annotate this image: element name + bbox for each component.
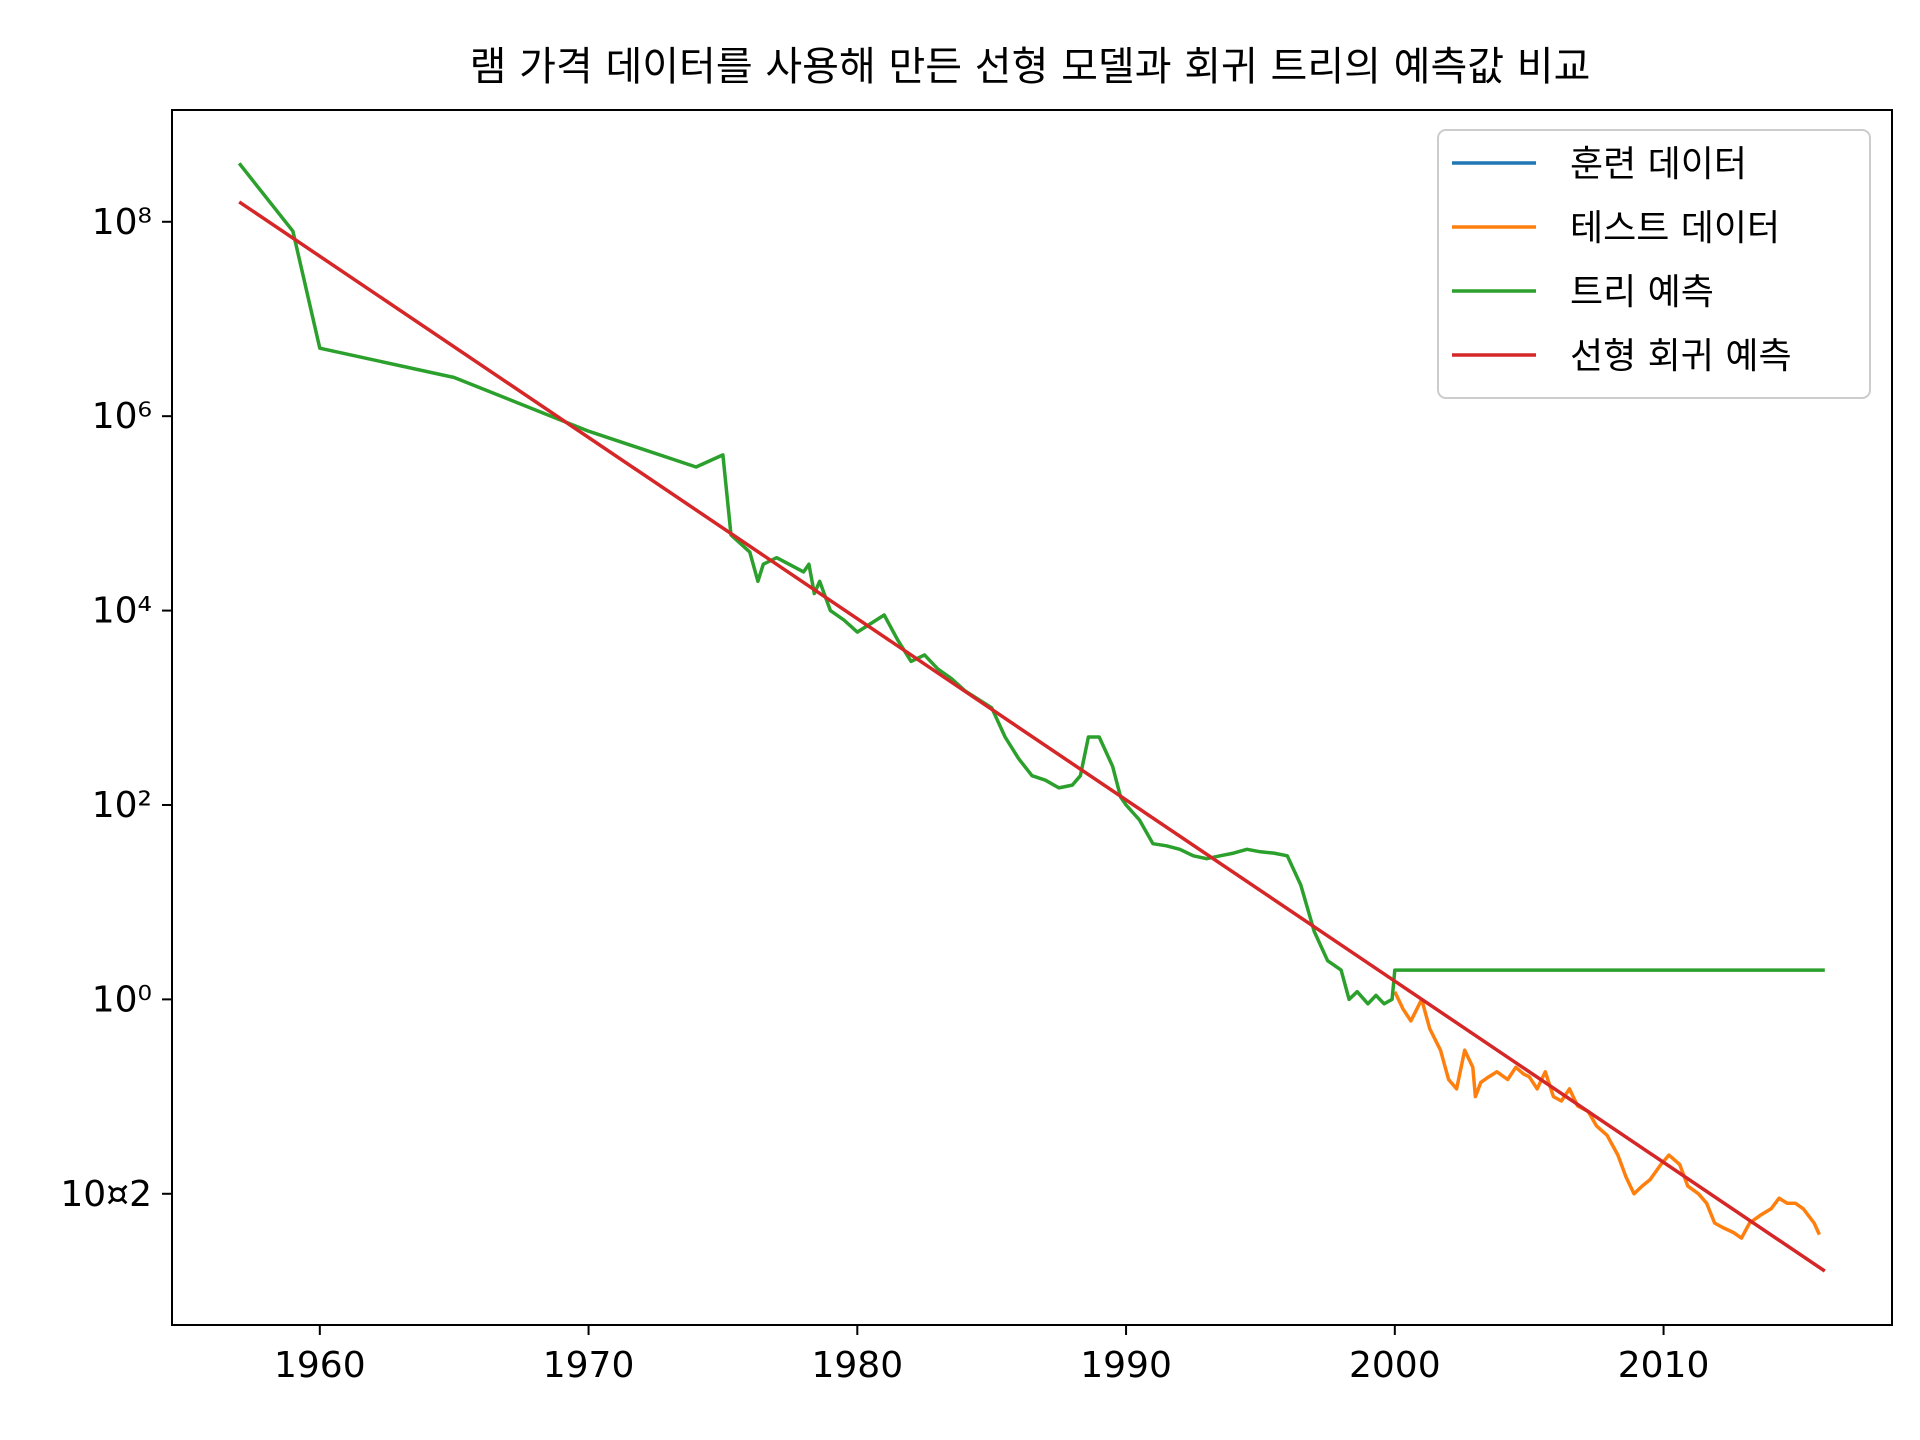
legend-label: 선형 회귀 예측: [1570, 336, 1792, 377]
legend-label: 훈련 데이터: [1570, 144, 1747, 185]
x-tick-label: 2010: [1618, 1345, 1710, 1386]
legend-box: [1437, 129, 1871, 399]
y-tick-label: 10²: [92, 785, 152, 826]
chart-title: 램 가격 데이터를 사용해 만든 선형 모델과 회귀 트리의 예측값 비교: [470, 44, 1591, 90]
x-tick-label: 1970: [543, 1345, 635, 1386]
y-tick-label: 10¤2: [60, 1174, 152, 1215]
x-tick-label: 1980: [812, 1345, 904, 1386]
legend-label: 트리 예측: [1570, 272, 1714, 313]
plot-frame: [171, 109, 1893, 1326]
series-line-2: [237, 162, 1825, 1006]
x-tick-label: 1990: [1080, 1345, 1172, 1386]
x-tick-label: 2000: [1349, 1345, 1441, 1386]
series-layer: [237, 162, 1826, 1273]
series-line-3: [238, 200, 1826, 1273]
legend-label: 테스트 데이터: [1570, 208, 1780, 249]
y-tick-label: 10⁸: [92, 202, 152, 243]
series-line-1: [1393, 990, 1821, 1240]
x-tick-label: 1960: [274, 1345, 366, 1386]
axis-layer: 1960 1970 1980 1990 2000 2010 10⁸ 10⁶ 10⁴ 10² 10⁰ 1…: [60, 202, 1709, 1386]
y-tick-label: 10⁰: [92, 979, 152, 1020]
y-tick-label: 10⁴: [92, 591, 152, 632]
y-tick-label: 10⁶: [92, 396, 152, 437]
